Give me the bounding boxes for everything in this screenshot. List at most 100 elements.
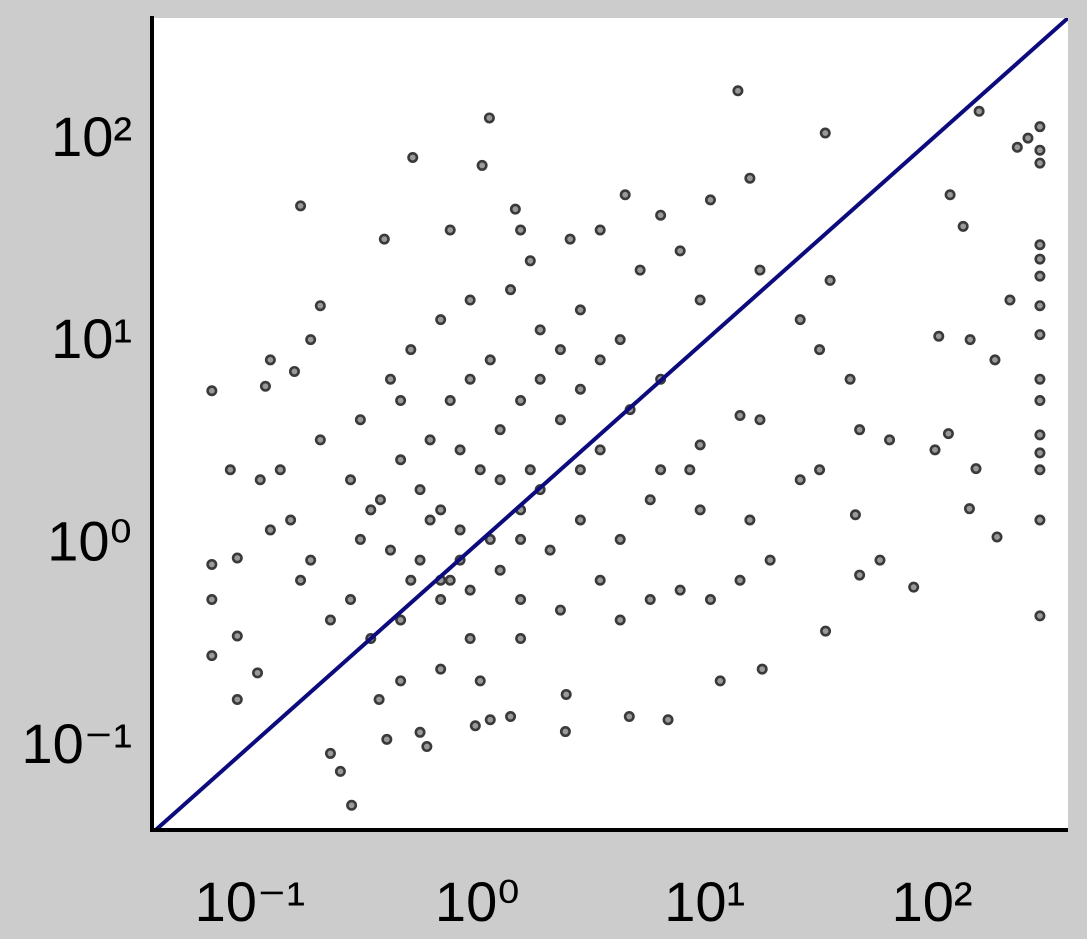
x-tick-label: 10² (892, 870, 973, 933)
point (395, 395, 407, 407)
point (474, 675, 486, 687)
point (754, 414, 766, 426)
point (1034, 121, 1046, 133)
point (963, 503, 975, 515)
point (505, 284, 517, 296)
point (374, 494, 386, 506)
point (989, 354, 1001, 366)
point (231, 630, 243, 642)
point (395, 614, 407, 626)
point (929, 444, 941, 456)
point (464, 294, 476, 306)
point (476, 159, 488, 171)
point (824, 274, 836, 286)
point (942, 428, 954, 440)
point (354, 414, 366, 426)
point (395, 675, 407, 687)
point (554, 344, 566, 356)
point (655, 464, 667, 476)
point (684, 464, 696, 476)
identity-line (152, 18, 1068, 830)
point (594, 574, 606, 586)
point (474, 464, 486, 476)
point (484, 533, 496, 545)
point (623, 711, 635, 723)
point (454, 444, 466, 456)
point (515, 533, 527, 545)
y-tick-label: 10¹ (51, 307, 132, 370)
point (794, 474, 806, 486)
point (483, 112, 495, 124)
point (734, 410, 746, 422)
point (554, 604, 566, 616)
point (464, 584, 476, 596)
point (1034, 395, 1046, 407)
point (574, 304, 586, 316)
point (674, 584, 686, 596)
point (464, 373, 476, 385)
point (494, 564, 506, 576)
point (424, 514, 436, 526)
point (1034, 373, 1046, 385)
point (819, 127, 831, 139)
point (714, 675, 726, 687)
point (1034, 464, 1046, 476)
point (614, 533, 626, 545)
y-tick-label: 10² (51, 105, 132, 168)
point (384, 544, 396, 556)
point (734, 574, 746, 586)
point (252, 667, 264, 679)
point (1034, 300, 1046, 312)
point (373, 693, 385, 705)
point (1034, 329, 1046, 341)
point (334, 765, 346, 777)
point (970, 463, 982, 475)
point (435, 314, 447, 326)
point (469, 720, 481, 732)
point (1034, 253, 1046, 265)
point (820, 625, 832, 637)
point (435, 504, 447, 516)
point (324, 747, 336, 759)
point (534, 373, 546, 385)
point (1034, 270, 1046, 282)
point (744, 514, 756, 526)
point (594, 444, 606, 456)
point (634, 264, 646, 276)
point (288, 365, 300, 377)
point (564, 233, 576, 245)
point (814, 464, 826, 476)
point (559, 726, 571, 738)
point (1034, 157, 1046, 169)
point (259, 380, 271, 392)
point (435, 663, 447, 675)
point (614, 334, 626, 346)
point (494, 424, 506, 436)
point (849, 509, 861, 521)
point (1022, 132, 1034, 144)
point (973, 105, 985, 117)
point (405, 344, 417, 356)
point (1034, 610, 1046, 622)
point (574, 383, 586, 395)
point (655, 209, 667, 221)
point (524, 464, 536, 476)
point (1034, 514, 1046, 526)
point (854, 569, 866, 581)
point (378, 233, 390, 245)
point (884, 434, 896, 446)
point (594, 224, 606, 236)
point (908, 581, 920, 593)
point (515, 395, 527, 407)
point (224, 464, 236, 476)
point (421, 741, 433, 753)
point (614, 614, 626, 626)
point (295, 200, 307, 212)
point (944, 189, 956, 201)
point (704, 194, 716, 206)
point (346, 799, 358, 811)
point (744, 172, 756, 184)
x-tick-label: 10⁻¹ (195, 870, 306, 933)
point (494, 474, 506, 486)
y-tick-label: 10⁻¹ (22, 712, 133, 775)
